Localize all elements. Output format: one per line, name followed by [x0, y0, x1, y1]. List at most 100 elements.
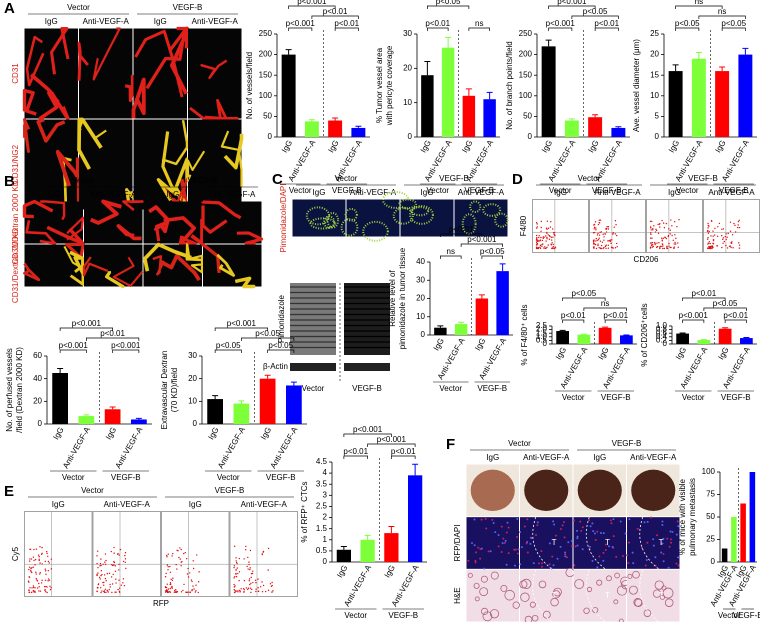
- event-dot: [612, 233, 614, 235]
- alveolus: [553, 587, 562, 597]
- significance-label: p<0.01: [100, 329, 125, 338]
- micrograph: [573, 569, 626, 622]
- event-dot: [233, 565, 235, 567]
- significance-label: p<0.05: [713, 299, 738, 308]
- nucleus: [675, 533, 678, 536]
- y-tick-label: 0: [323, 557, 328, 566]
- event-dot: [166, 564, 169, 566]
- micrograph: [203, 201, 262, 244]
- vessel-stain: [145, 29, 187, 90]
- event-dot: [605, 231, 608, 233]
- event-dot: [237, 572, 239, 575]
- event-dot: [180, 548, 182, 551]
- event-dot: [271, 591, 273, 593]
- event-dot: [593, 228, 595, 230]
- nucleus: [479, 557, 482, 560]
- nucleus: [631, 551, 634, 554]
- event-dot: [250, 582, 252, 585]
- event-dot: [239, 591, 241, 593]
- event-dot: [548, 235, 551, 237]
- tumor-border: [585, 569, 606, 622]
- event-dot: [32, 586, 35, 589]
- event-dot: [593, 243, 596, 245]
- event-dot: [236, 563, 238, 565]
- event-dot: [708, 241, 711, 243]
- alveolus: [661, 585, 667, 591]
- event-dot: [261, 591, 264, 593]
- event-dot: [178, 556, 180, 559]
- event-dot: [249, 583, 251, 586]
- event-dot: [33, 591, 35, 593]
- event-dot: [242, 587, 245, 590]
- event-dot: [233, 583, 235, 586]
- nucleus: [494, 531, 497, 534]
- event-dot: [732, 247, 734, 249]
- event-dot: [607, 244, 610, 247]
- x-tick-label: IgG: [667, 139, 681, 155]
- y-tick-label: 2.0: [536, 325, 548, 334]
- group-label: VEGF-B: [464, 186, 494, 195]
- nucleus: [513, 548, 516, 551]
- bar: [611, 127, 626, 137]
- event-dot: [667, 234, 670, 237]
- column-label: IgG: [313, 188, 326, 197]
- event-dot: [233, 566, 235, 569]
- y-tick-label: 0: [268, 132, 273, 141]
- event-dot: [593, 223, 596, 226]
- y-tick-label: 0: [193, 419, 198, 428]
- group-label: VEGF-B: [592, 186, 622, 195]
- event-dot: [244, 549, 247, 551]
- event-dot: [725, 233, 727, 235]
- event-dot: [649, 242, 652, 244]
- tumor-border: [532, 517, 552, 570]
- nucleus: [589, 525, 592, 528]
- y-tick-label: 0: [663, 339, 668, 348]
- significance-bracket: [721, 27, 746, 31]
- event-dot: [123, 584, 126, 587]
- event-dot: [44, 568, 47, 570]
- event-dot: [195, 584, 197, 586]
- event-dot: [233, 577, 235, 579]
- nucleus: [636, 527, 639, 530]
- event-dot: [43, 586, 46, 588]
- bar: [434, 327, 447, 335]
- vessel-stain: [29, 73, 70, 121]
- event-dot: [38, 559, 40, 562]
- event-dot: [712, 242, 714, 245]
- event-dot: [115, 582, 117, 584]
- event-dot: [598, 219, 600, 221]
- event-dot: [656, 246, 658, 248]
- x-tick-label: IgG: [596, 346, 610, 362]
- lane-label: VEGF-B: [352, 384, 382, 393]
- event-dot: [599, 240, 602, 242]
- event-dot: [45, 585, 47, 588]
- event-dot: [264, 590, 267, 593]
- error-bar: [592, 114, 599, 118]
- event-dot: [97, 572, 99, 574]
- event-dot: [597, 243, 599, 245]
- group-label: Vector: [344, 611, 367, 620]
- event-dot: [668, 228, 670, 230]
- significance-label: p<0.01: [594, 19, 619, 28]
- y-tick-label: 1.5: [536, 328, 548, 337]
- event-dot: [609, 239, 612, 241]
- event-dot: [594, 231, 596, 234]
- nucleus: [484, 517, 487, 520]
- event-dot: [548, 238, 551, 240]
- event-dot: [28, 576, 30, 578]
- hypoxia-stain: [362, 220, 389, 242]
- event-dot: [97, 583, 100, 585]
- alveolus: [574, 579, 585, 589]
- event-dot: [192, 560, 194, 562]
- bar: [740, 338, 753, 344]
- alveolus: [474, 596, 480, 602]
- event-dot: [708, 245, 710, 248]
- vessel-stain: [89, 199, 122, 225]
- nucleus: [599, 532, 602, 535]
- event-dot: [169, 565, 171, 568]
- event-dot: [710, 235, 712, 237]
- event-dot: [250, 572, 253, 575]
- event-dot: [164, 591, 167, 593]
- event-dot: [177, 550, 179, 552]
- x-tick-label: IgG: [540, 139, 554, 155]
